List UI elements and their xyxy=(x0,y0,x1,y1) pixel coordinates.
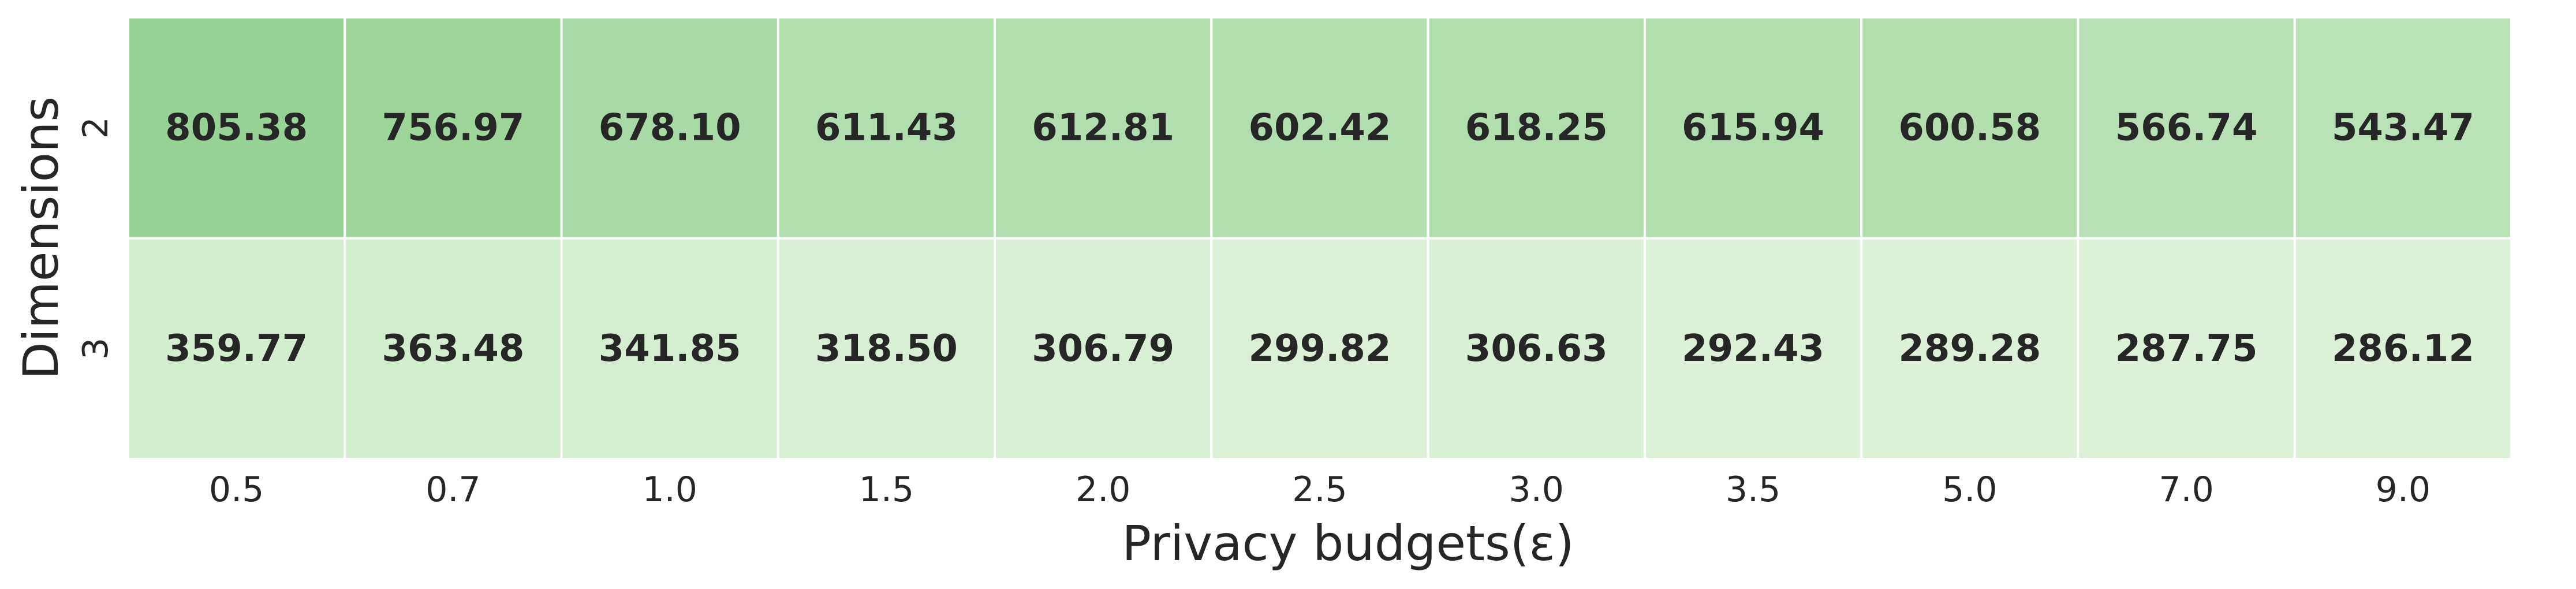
heatmap-cell xyxy=(1643,16,1863,240)
cell-value-label: 611.43 xyxy=(815,106,958,149)
cell-value-label: 678.10 xyxy=(599,106,741,149)
x-tick-label: 2.5 xyxy=(1292,469,1347,510)
heatmap-cell xyxy=(2077,237,2296,460)
cell-value-label: 306.79 xyxy=(1032,327,1174,370)
cell-value-label: 341.85 xyxy=(599,327,741,370)
cell-value-label: 287.75 xyxy=(2115,327,2258,370)
heatmap-cell xyxy=(2293,16,2513,240)
y-tick-label: 2 xyxy=(76,117,116,139)
cell-value-label: 543.47 xyxy=(2332,106,2474,149)
y-tick-labels: 23 xyxy=(76,117,116,360)
heatmap-cells: 805.38 756.97 678.10 611.43 612.81 602.42 618.… xyxy=(127,16,2513,460)
x-tick-label: 0.5 xyxy=(209,469,264,510)
heatmap-cell xyxy=(1210,16,1429,240)
heatmap-cell xyxy=(344,16,563,240)
cell-value-label: 805.38 xyxy=(165,106,308,149)
heatmap-cell xyxy=(776,16,996,240)
x-tick-labels: 0.5 0.7 1.0 1.5 2.0 2.5 3.0 3.5 5.0 7.0 9.0 xyxy=(209,469,2431,510)
heatmap-cell xyxy=(994,16,1213,240)
heatmap-cell xyxy=(1427,237,1646,460)
cell-value-label: 618.25 xyxy=(1465,106,1608,149)
cell-value-label: 289.28 xyxy=(1898,327,2041,370)
x-tick-label: 1.0 xyxy=(642,469,697,510)
cell-value-label: 615.94 xyxy=(1682,106,1824,149)
x-tick-label: 2.0 xyxy=(1076,469,1130,510)
heatmap-cell xyxy=(2077,16,2296,240)
heatmap-cell xyxy=(344,237,563,460)
x-tick-label: 9.0 xyxy=(2376,469,2431,510)
x-tick-label: 3.0 xyxy=(1509,469,1564,510)
heatmap-cell xyxy=(1210,237,1429,460)
x-tick-label: 5.0 xyxy=(1942,469,1997,510)
x-tick-label: 3.5 xyxy=(1726,469,1780,510)
heatmap-cell xyxy=(127,16,346,240)
cell-value-label: 612.81 xyxy=(1032,106,1174,149)
cell-value-label: 756.97 xyxy=(382,106,524,149)
x-tick-label: 0.7 xyxy=(425,469,480,510)
cell-value-label: 286.12 xyxy=(2332,327,2474,370)
cell-value-label: 306.63 xyxy=(1465,327,1608,370)
cell-value-label: 359.77 xyxy=(165,327,308,370)
heatmap-cell xyxy=(560,16,779,240)
y-axis-label: Dimensions xyxy=(13,96,69,379)
x-axis-label: Privacy budgets(ε) xyxy=(1122,515,1574,572)
x-tick-label: 7.0 xyxy=(2159,469,2213,510)
cell-value-label: 602.42 xyxy=(1249,106,1391,149)
heatmap-cell xyxy=(127,237,346,460)
cell-value-label: 566.74 xyxy=(2115,106,2258,149)
heatmap-cell xyxy=(994,237,1213,460)
cell-value-label: 299.82 xyxy=(1249,327,1391,370)
cell-value-label: 600.58 xyxy=(1898,106,2041,149)
cell-value-label: 292.43 xyxy=(1682,327,1824,370)
y-tick-label: 3 xyxy=(76,338,116,360)
cell-value-label: 318.50 xyxy=(815,327,958,370)
heatmap-cell xyxy=(1643,237,1863,460)
cell-value-label: 363.48 xyxy=(382,327,524,370)
x-tick-label: 1.5 xyxy=(859,469,914,510)
heatmap-cell xyxy=(1860,237,2080,460)
heatmap-cell xyxy=(776,237,996,460)
heatmap-cell xyxy=(2293,237,2513,460)
heatmap-cell xyxy=(560,237,779,460)
